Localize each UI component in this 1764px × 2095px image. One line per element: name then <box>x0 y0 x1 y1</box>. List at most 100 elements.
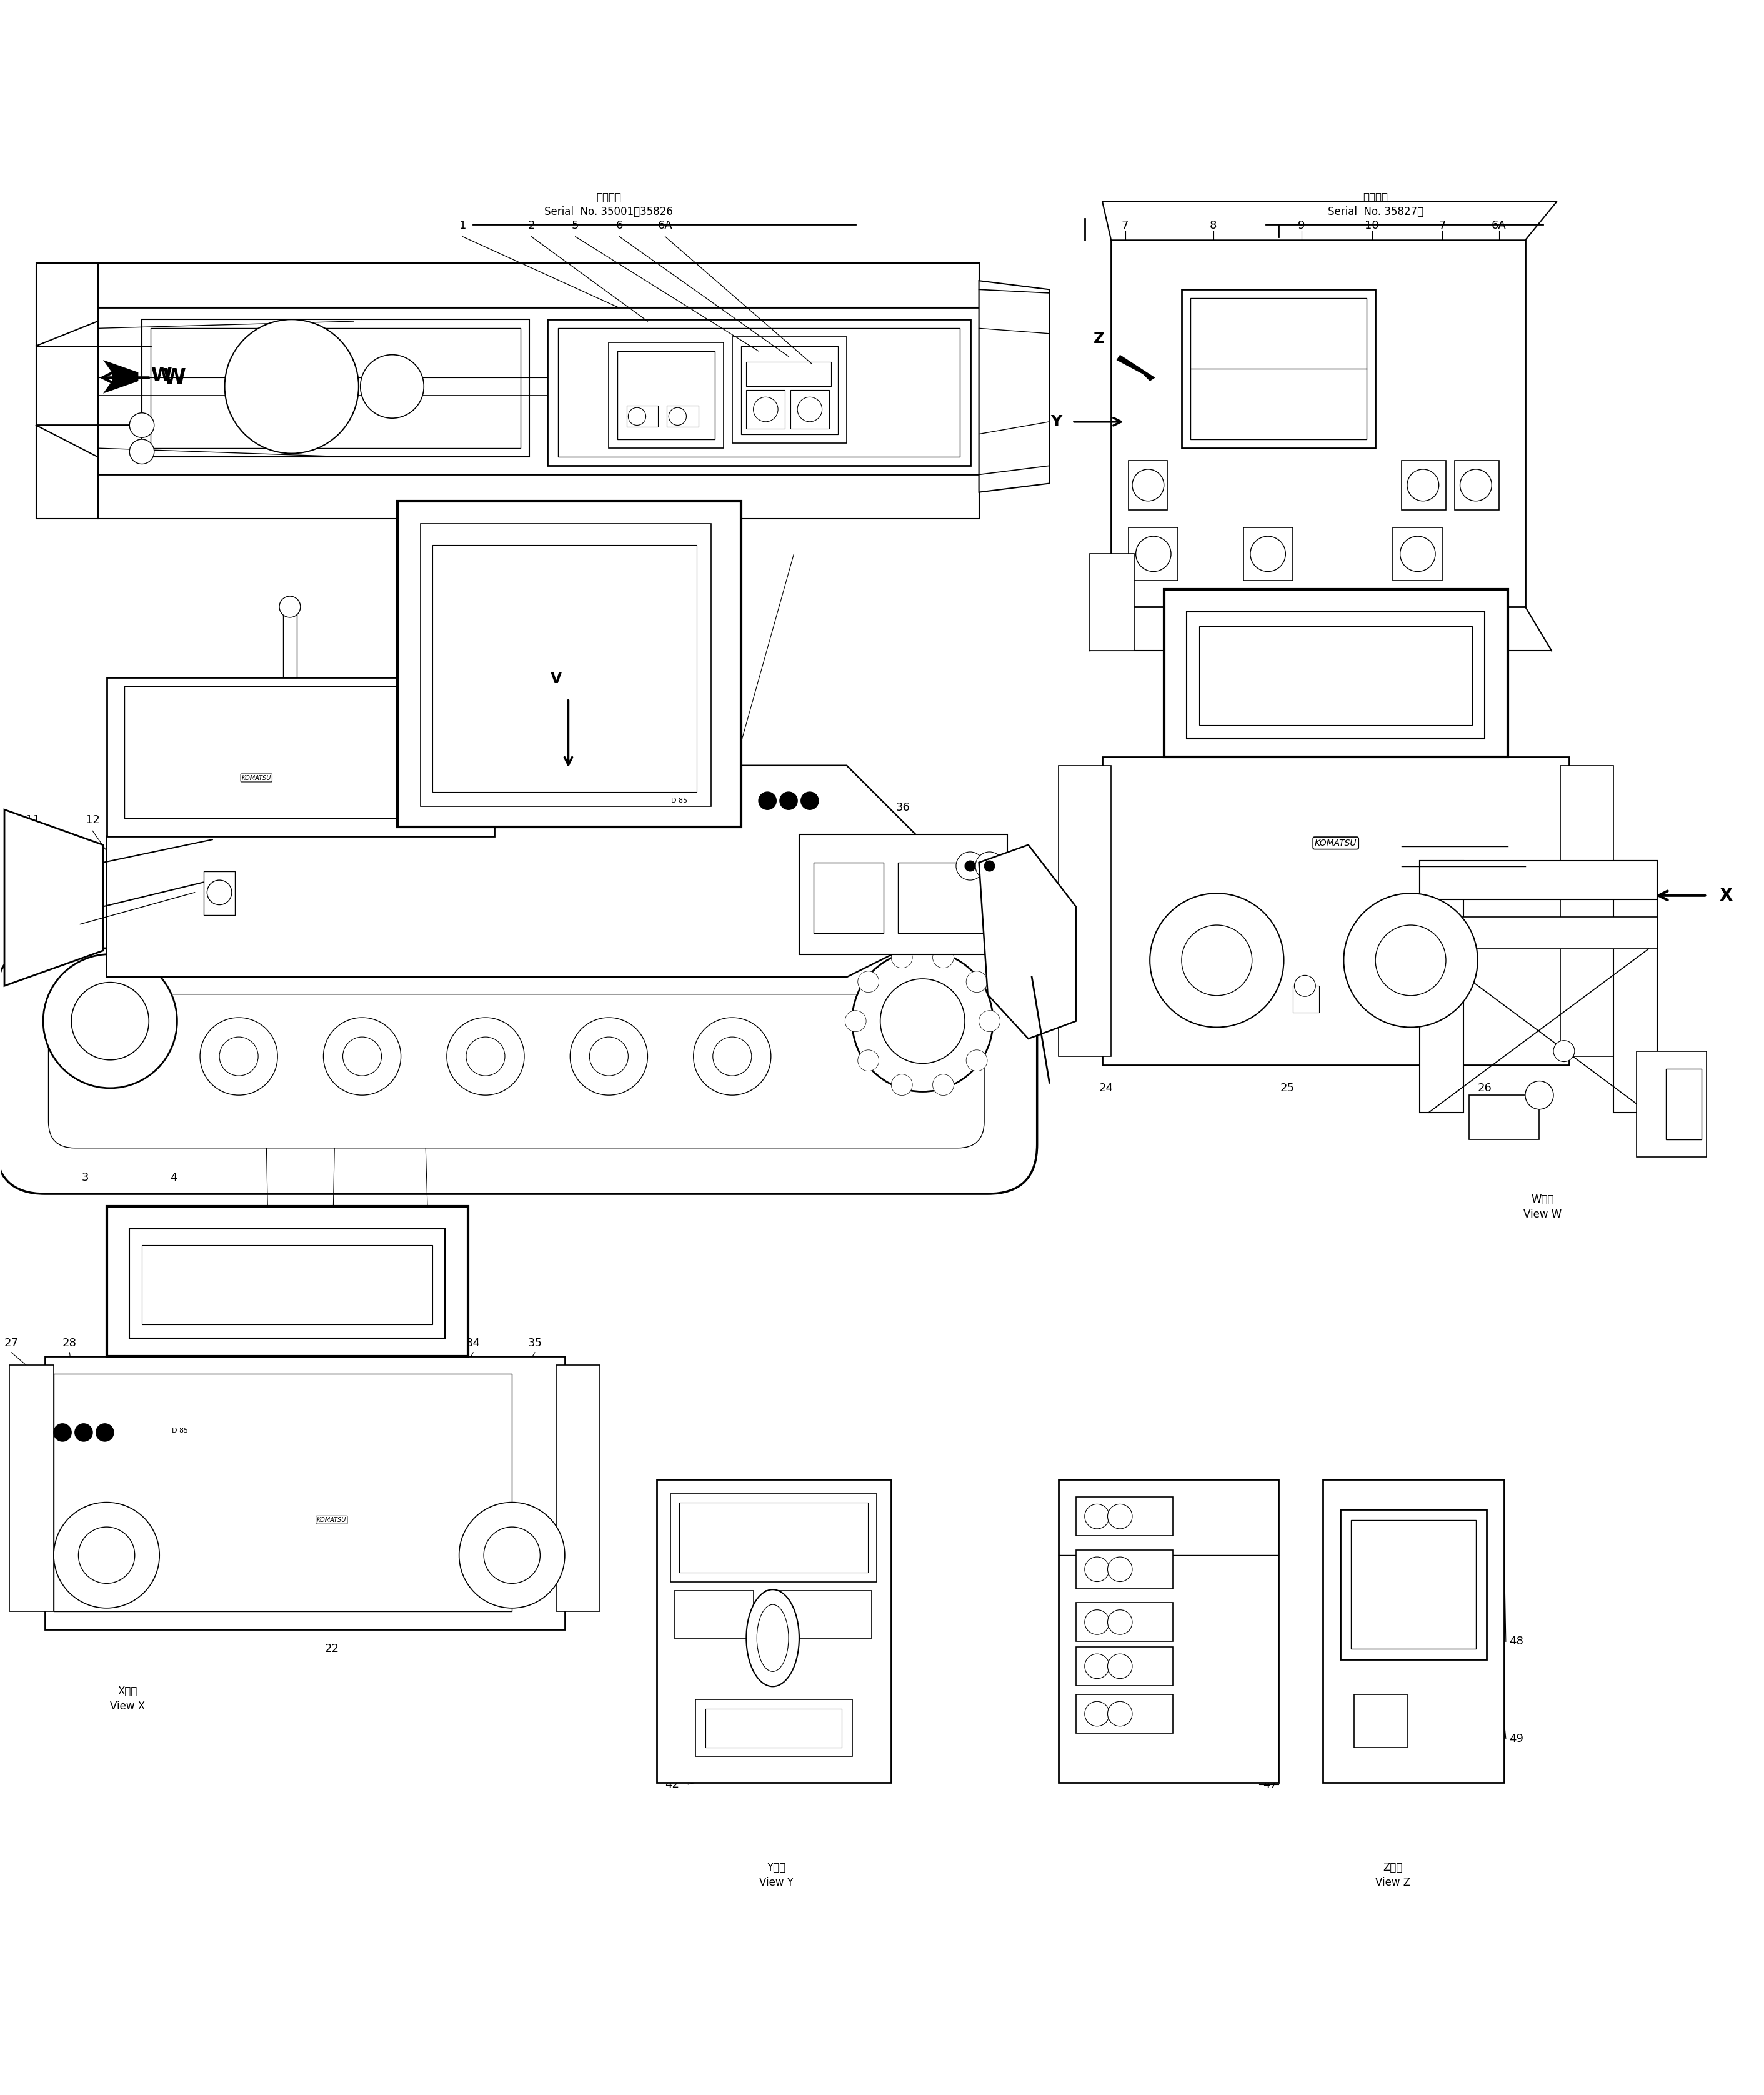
Bar <box>1076 1695 1173 1733</box>
Bar <box>97 264 979 308</box>
Bar <box>670 1494 877 1582</box>
Circle shape <box>1401 536 1436 572</box>
Text: 42: 42 <box>665 1779 679 1789</box>
Circle shape <box>857 1050 878 1071</box>
Circle shape <box>129 413 153 438</box>
Text: Z: Z <box>1094 331 1104 346</box>
Bar <box>432 545 697 792</box>
Bar <box>44 1355 564 1630</box>
Polygon shape <box>979 281 1050 492</box>
Bar <box>1402 461 1446 509</box>
Circle shape <box>459 1502 564 1609</box>
Circle shape <box>979 1010 1000 1031</box>
Text: 49: 49 <box>1510 1733 1524 1743</box>
Text: 52: 52 <box>422 1249 436 1259</box>
Text: 9: 9 <box>1298 220 1305 230</box>
Text: 26: 26 <box>1478 1083 1492 1094</box>
Bar <box>1355 1695 1408 1747</box>
Text: 5: 5 <box>572 220 579 230</box>
Text: 7: 7 <box>1122 220 1129 230</box>
Circle shape <box>780 792 797 809</box>
Circle shape <box>984 861 995 872</box>
Circle shape <box>1150 892 1284 1027</box>
Circle shape <box>570 1018 647 1096</box>
Circle shape <box>891 947 912 968</box>
Circle shape <box>956 853 984 880</box>
Bar <box>1164 589 1508 756</box>
Bar <box>123 687 476 819</box>
Ellipse shape <box>757 1605 789 1672</box>
Circle shape <box>753 398 778 421</box>
Bar <box>203 872 235 916</box>
Bar <box>1341 1508 1487 1659</box>
Bar <box>1200 626 1473 725</box>
Bar <box>1420 861 1464 1112</box>
Text: インスツルメントパネル: インスツルメントパネル <box>878 966 931 974</box>
Circle shape <box>628 409 646 425</box>
Text: 33: 33 <box>407 1339 422 1349</box>
Bar <box>1129 461 1168 509</box>
Bar <box>1058 765 1111 1056</box>
Circle shape <box>1108 1557 1132 1582</box>
Circle shape <box>1182 926 1252 995</box>
Circle shape <box>933 947 954 968</box>
Bar <box>799 834 1007 953</box>
Text: 13: 13 <box>155 815 169 825</box>
Text: 24: 24 <box>1099 1083 1113 1094</box>
Text: 28: 28 <box>62 1339 78 1349</box>
Bar <box>97 308 979 476</box>
Circle shape <box>1461 469 1492 501</box>
Text: X: X <box>1720 886 1732 905</box>
Circle shape <box>1108 1701 1132 1726</box>
Circle shape <box>95 1425 113 1441</box>
Text: Serial  No. 35827～: Serial No. 35827～ <box>1328 205 1424 218</box>
Bar <box>1323 1479 1505 1783</box>
Circle shape <box>845 1010 866 1031</box>
Circle shape <box>933 1075 954 1096</box>
Circle shape <box>965 861 975 872</box>
Text: 50: 50 <box>665 1707 679 1718</box>
Text: KOMATSU: KOMATSU <box>242 775 272 781</box>
Bar <box>667 406 699 427</box>
Bar <box>1614 861 1658 1112</box>
Text: 27: 27 <box>4 1339 19 1349</box>
Text: V: V <box>550 670 561 687</box>
Bar <box>141 321 529 457</box>
Text: W: W <box>162 367 185 388</box>
Text: 37: 37 <box>1526 823 1540 834</box>
Text: 7: 7 <box>1439 220 1446 230</box>
Bar <box>282 608 296 677</box>
Circle shape <box>1295 976 1316 997</box>
Bar <box>626 406 658 427</box>
Bar <box>741 346 838 434</box>
Text: 20: 20 <box>642 815 656 825</box>
Circle shape <box>206 880 231 905</box>
Text: 19: 19 <box>584 815 598 825</box>
Circle shape <box>759 792 776 809</box>
Text: 29: 29 <box>122 1339 136 1349</box>
Text: Serial  No. 35001～35826: Serial No. 35001～35826 <box>545 205 674 218</box>
Circle shape <box>1408 469 1439 501</box>
Bar <box>617 352 714 440</box>
Text: 41: 41 <box>665 1636 679 1647</box>
Text: 22: 22 <box>325 1642 339 1655</box>
Bar <box>556 1364 600 1611</box>
Circle shape <box>852 951 993 1091</box>
Text: W　視
View W: W 視 View W <box>1524 1194 1561 1219</box>
Text: 31: 31 <box>270 1339 284 1349</box>
Circle shape <box>1136 536 1171 572</box>
Polygon shape <box>979 844 1076 1039</box>
Circle shape <box>446 1018 524 1096</box>
Text: 14: 14 <box>236 815 250 825</box>
Text: KOMATSU: KOMATSU <box>1314 838 1357 846</box>
Text: 47: 47 <box>1263 1779 1277 1789</box>
Text: 22: 22 <box>325 1249 339 1259</box>
Text: 3: 3 <box>81 1171 88 1184</box>
Circle shape <box>1085 1653 1110 1678</box>
Bar <box>106 677 494 836</box>
Text: Z　視
View Z: Z 視 View Z <box>1376 1862 1411 1888</box>
Bar <box>1182 289 1376 448</box>
Bar <box>1187 612 1485 740</box>
Text: KOMATSU: KOMATSU <box>318 1517 346 1523</box>
Circle shape <box>1344 892 1478 1027</box>
